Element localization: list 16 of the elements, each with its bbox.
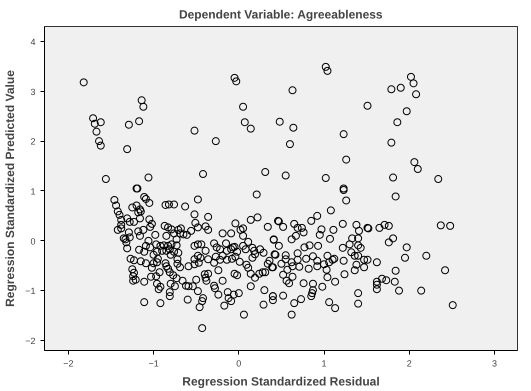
- y-tick-label: 3: [30, 86, 36, 97]
- y-axis-title: Regression Standardized Predicted Value: [3, 70, 18, 307]
- chart-title: Dependent Variable: Agreeableness: [178, 8, 383, 22]
- y-tick-label: 4: [30, 36, 36, 47]
- x-tick-label: −1: [148, 358, 159, 368]
- x-axis-title: Regression Standardized Residual: [182, 374, 380, 388]
- y-tick-label: 1: [30, 186, 36, 196]
- x-tick-label: 2: [406, 358, 412, 368]
- y-tick-label: 0: [30, 236, 36, 246]
- x-tick-label: 3: [492, 358, 497, 368]
- x-tick-label: 0: [236, 358, 242, 368]
- x-tick-label: −2: [63, 358, 74, 368]
- y-tick-label: −2: [25, 336, 36, 346]
- y-tick-label: −1: [25, 286, 36, 296]
- y-tick-label: 2: [30, 136, 36, 147]
- x-tick-label: 1: [322, 358, 327, 368]
